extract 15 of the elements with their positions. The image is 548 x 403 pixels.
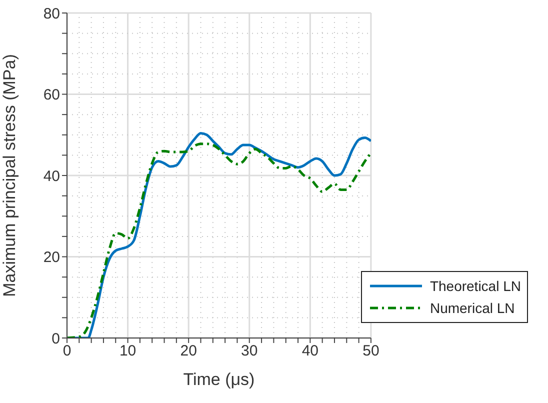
y-tick-label: 0 [52,330,60,348]
x-tick-label: 10 [119,342,136,360]
x-tick-label: 30 [241,342,258,360]
x-tick-label: 50 [362,342,380,360]
legend-label: Theoretical LN [430,278,521,294]
y-axis-title: Maximum principal stress (MPa) [0,54,20,297]
y-tick-label: 60 [43,86,60,104]
legend-label: Numerical LN [430,300,515,316]
x-tick-label: 0 [62,342,72,360]
x-tick-label: 40 [302,342,319,360]
y-tick-label: 20 [43,249,60,266]
y-tick-label: 80 [43,5,60,22]
y-tick-label: 40 [43,168,60,185]
x-tick-label: 20 [180,342,197,360]
x-axis-title: Time (μs) [183,370,255,389]
